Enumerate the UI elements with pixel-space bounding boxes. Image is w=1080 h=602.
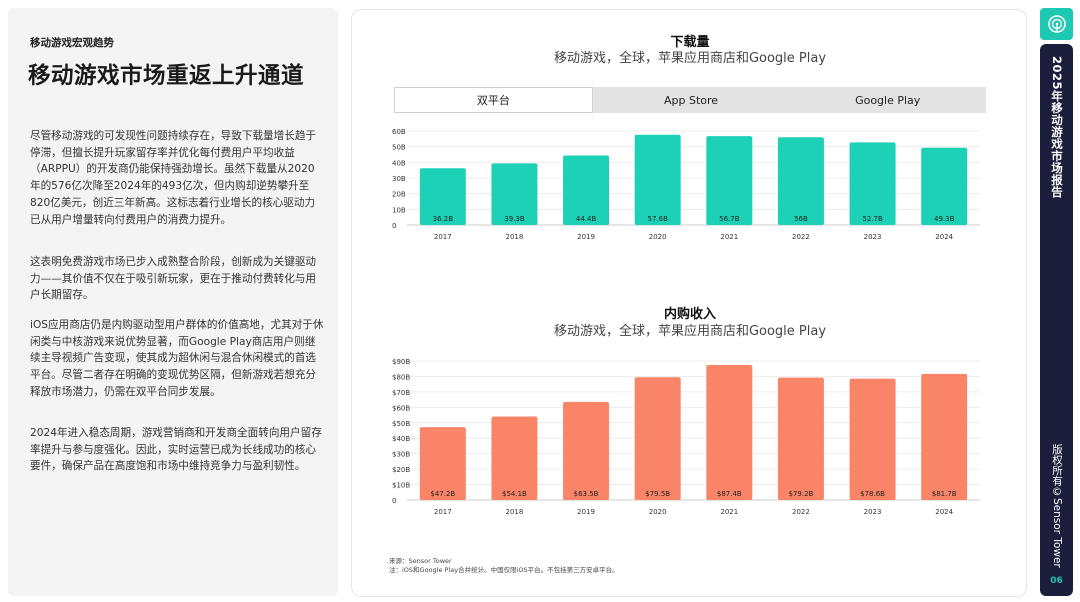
- revenue-x-tick-label: 2023: [864, 508, 882, 516]
- revenue-y-tick-label: $80B: [392, 373, 410, 381]
- revenue-data-label: $78.6B: [860, 490, 885, 498]
- revenue-x-tick-label: 2017: [434, 508, 452, 516]
- revenue-data-label: $79.2B: [789, 490, 814, 498]
- revenue-bar: [634, 377, 681, 500]
- downloads-bar: [491, 163, 538, 225]
- sensor-tower-logo-icon: [1047, 15, 1066, 33]
- revenue-bar: [706, 365, 753, 500]
- source-note: 来源：Sensor Tower 注：iOS和Google Play合并统计。中国…: [389, 557, 619, 575]
- downloads-x-tick-label: 2017: [434, 233, 452, 241]
- downloads-bar: [419, 168, 466, 225]
- downloads-x-tick-label: 2021: [720, 233, 738, 241]
- downloads-data-label: 57.6B: [647, 215, 668, 223]
- chart-card: 下载量 移动游戏，全球，苹果应用商店和Google Play 双平台 App S…: [351, 9, 1027, 597]
- downloads-bar: [706, 136, 753, 225]
- page-number: 06: [1050, 576, 1063, 586]
- left-text-panel: 移动游戏宏观趋势 移动游戏市场重返上升通道 尽管移动游戏的可发现性问题持续存在，…: [8, 8, 338, 596]
- revenue-x-tick-label: 2021: [720, 508, 738, 516]
- downloads-data-label: 56B: [794, 215, 808, 223]
- revenue-bar: [563, 401, 610, 500]
- downloads-x-tick-label: 2019: [577, 233, 595, 241]
- revenue-data-label: $87.4B: [717, 490, 742, 498]
- downloads-y-tick-label: 60B: [392, 128, 406, 136]
- downloads-x-tick-label: 2022: [792, 233, 810, 241]
- page-title: 移动游戏市场重返上升通道: [28, 63, 305, 89]
- copyright-text: 版权所有©Sensor Tower: [1051, 444, 1063, 568]
- downloads-y-tick-label: 20B: [392, 191, 406, 199]
- downloads-bar: [777, 137, 824, 225]
- tab-both-platforms[interactable]: 双平台: [394, 87, 593, 113]
- revenue-x-tick-label: 2019: [577, 508, 595, 516]
- downloads-x-tick-label: 2018: [506, 233, 524, 241]
- revenue-data-label: $79.5B: [645, 490, 670, 498]
- revenue-x-tick-label: 2024: [935, 508, 953, 516]
- downloads-chart-title: 下载量: [670, 35, 710, 50]
- downloads-bar: [563, 155, 610, 225]
- revenue-data-label: $63.5B: [574, 490, 599, 498]
- revenue-y-tick-label: $30B: [392, 451, 410, 459]
- downloads-data-label: 44.4B: [576, 215, 597, 223]
- paragraph-2: 这表明免费游戏市场已步入成熟整合阶段，创新成为关键驱动力——其价值不仅在于吸引新…: [30, 256, 317, 302]
- platform-tabs: 双平台 App Store Google Play: [394, 87, 986, 113]
- revenue-data-label: $54.1B: [502, 490, 527, 498]
- downloads-data-label: 49.3B: [934, 215, 955, 223]
- revenue-x-tick-label: 2018: [506, 508, 524, 516]
- downloads-x-tick-label: 2024: [935, 233, 953, 241]
- revenue-y-tick-label: $60B: [392, 404, 410, 412]
- revenue-x-tick-label: 2020: [649, 508, 667, 516]
- revenue-bar: [849, 378, 896, 500]
- sensor-tower-logo: [1040, 8, 1073, 40]
- tab-google-play[interactable]: Google Play: [855, 93, 921, 107]
- revenue-bar: [419, 427, 466, 500]
- report-sidebar: 2025年移动游戏市场报告 版权所有©Sensor Tower 06: [1040, 44, 1073, 596]
- source-line: 来源：Sensor Tower: [389, 557, 452, 565]
- downloads-y-tick-label: 30B: [392, 175, 406, 183]
- section-eyebrow: 移动游戏宏观趋势: [30, 37, 114, 49]
- downloads-bar: [634, 134, 681, 225]
- revenue-y-tick-label: $90B: [392, 358, 410, 366]
- revenue-x-tick-label: 2022: [792, 508, 810, 516]
- downloads-bar: [921, 147, 968, 225]
- revenue-y-tick-label: $50B: [392, 420, 410, 428]
- revenue-y-tick-label: 0: [392, 497, 396, 505]
- revenue-y-tick-label: $20B: [392, 466, 410, 474]
- revenue-bar: [777, 377, 824, 500]
- downloads-data-label: 39.3B: [504, 215, 525, 223]
- downloads-bar: [849, 142, 896, 225]
- revenue-data-label: $47.2B: [430, 490, 455, 498]
- downloads-y-tick-label: 0: [392, 222, 396, 230]
- downloads-y-tick-label: 40B: [392, 159, 406, 167]
- downloads-x-tick-label: 2023: [864, 233, 882, 241]
- tab-app-store[interactable]: App Store: [663, 93, 719, 107]
- downloads-bar-chart: 0 10B 20B 30B 40B 50B 60B 36.2B 2017 39.3B 2018 44.…: [392, 128, 980, 241]
- downloads-data-label: 36.2B: [433, 215, 454, 223]
- revenue-chart-subtitle: 移动游戏，全球，苹果应用商店和Google Play: [553, 324, 827, 339]
- report-title: 2025年移动游戏市场报告: [1050, 56, 1064, 199]
- revenue-bar-chart: 0 $10B $20B $30B $40B $50B $60B $70B $80B $90B $47…: [392, 358, 980, 516]
- downloads-data-label: 52.7B: [862, 215, 883, 223]
- revenue-bar: [921, 373, 968, 500]
- downloads-data-label: 56.7B: [719, 215, 740, 223]
- paragraph-4: 2024年进入稳态周期，游戏营销商和开发商全面转向用户留存率提升与参与度强化。因…: [30, 427, 322, 473]
- downloads-chart-subtitle: 移动游戏，全球，苹果应用商店和Google Play: [553, 51, 827, 66]
- revenue-y-tick-label: $40B: [392, 435, 410, 443]
- revenue-bar: [491, 416, 538, 500]
- revenue-y-tick-label: $10B: [392, 482, 410, 490]
- downloads-y-tick-label: 50B: [392, 144, 406, 152]
- note-line: 注：iOS和Google Play合并统计。中国仅限iOS平台。不包括第三方安卓…: [389, 566, 619, 574]
- revenue-y-tick-label: $70B: [392, 389, 410, 397]
- revenue-data-label: $81.7B: [932, 490, 957, 498]
- downloads-y-tick-label: 10B: [392, 206, 406, 214]
- paragraph-3: iOS应用商店仍是内购驱动型用户群体的价值高地，尤其对于休闲类与中核游戏来说优势…: [30, 319, 324, 398]
- paragraph-1: 尽管移动游戏的可发现性问题持续存在，导致下载量增长趋于停滞，但擅长提升玩家留存率…: [30, 130, 317, 226]
- revenue-chart-title: 内购收入: [663, 307, 716, 322]
- downloads-x-tick-label: 2020: [649, 233, 667, 241]
